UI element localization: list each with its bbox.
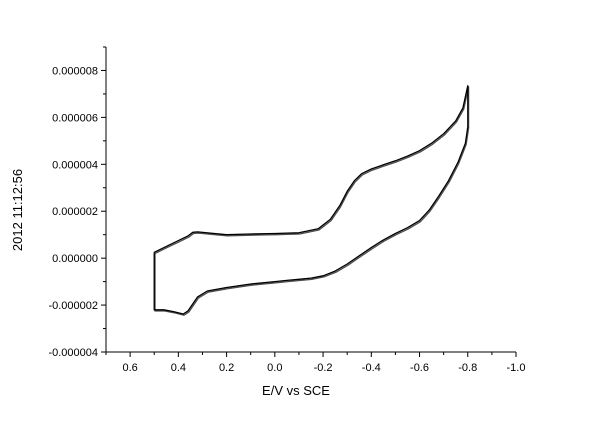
x-tick-label: 0.6	[122, 362, 137, 374]
x-axis-label: E/V vs SCE	[262, 383, 330, 398]
y-tick-label: 0.000004	[52, 159, 98, 171]
x-tick-label: -0.2	[314, 362, 333, 374]
x-tick-label: -0.4	[362, 362, 381, 374]
x-tick-label: -0.6	[410, 362, 429, 374]
axes: -0.000004 -0.000002 0.000000 0.000002 0.0000…	[48, 46, 526, 374]
x-tick-label: -1.0	[507, 362, 526, 374]
series-line-overlap	[154, 86, 470, 316]
y-tick-label: -0.000004	[48, 347, 98, 359]
x-tick-label: -0.8	[458, 362, 477, 374]
y-tick-label: 0.000006	[52, 112, 98, 124]
y-tick-label: 0.000000	[52, 253, 98, 265]
x-tick-label: 0.2	[219, 362, 234, 374]
y-tick-label: 0.000002	[52, 206, 98, 218]
side-timestamp-label: 2012 11:12:56	[10, 169, 25, 251]
y-tick-label: 0.000008	[52, 65, 98, 77]
x-tick-label: 0.4	[171, 362, 186, 374]
series-line	[153, 85, 469, 315]
plot-area	[153, 85, 470, 316]
x-tick-label: 0.0	[267, 362, 282, 374]
y-tick-label: -0.000002	[48, 300, 98, 312]
